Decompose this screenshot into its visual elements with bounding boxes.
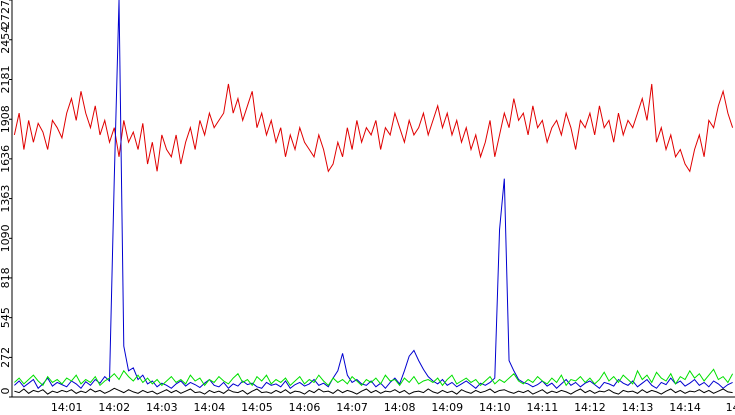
x-tick-label: 14:12 bbox=[574, 401, 606, 414]
y-tick-label: 2727 bbox=[0, 0, 12, 28]
x-tick-label: 14:14 bbox=[669, 401, 701, 414]
y-tick-label: 1363 bbox=[0, 185, 12, 213]
x-tick-label: 14:01 bbox=[51, 401, 83, 414]
y-tick-label: 2181 bbox=[0, 65, 12, 93]
series-line bbox=[14, 368, 734, 387]
x-tick-label: 14:02 bbox=[98, 401, 130, 414]
y-tick-label: 0 bbox=[0, 388, 12, 395]
series-line bbox=[13, 83, 734, 173]
x-tick-label: 14:10 bbox=[479, 401, 511, 414]
x-tick-label: 14:07 bbox=[336, 401, 368, 414]
x-tick-label: 14:11 bbox=[527, 401, 559, 414]
y-tick-label: 1908 bbox=[0, 105, 12, 133]
x-tick-label: 14:08 bbox=[384, 401, 416, 414]
x-tick-label: 14:05 bbox=[241, 401, 273, 414]
x-tick-label: 14:06 bbox=[289, 401, 321, 414]
y-tick-label: 818 bbox=[0, 267, 12, 288]
x-tick-label: 14:04 bbox=[194, 401, 226, 414]
x-tick-label: 14:09 bbox=[431, 401, 463, 414]
y-tick-label: 272 bbox=[0, 347, 12, 368]
x-tick-label: 14 bbox=[726, 401, 735, 414]
y-tick-label: 2454 bbox=[0, 26, 12, 54]
series-line bbox=[14, 387, 733, 395]
y-tick-label: 1090 bbox=[0, 224, 12, 252]
series-line bbox=[14, 0, 733, 390]
y-tick-label: 545 bbox=[0, 307, 12, 328]
y-tick-label: 1636 bbox=[0, 145, 12, 173]
x-tick-label: 14:03 bbox=[146, 401, 178, 414]
x-tick-label: 14:13 bbox=[622, 401, 654, 414]
